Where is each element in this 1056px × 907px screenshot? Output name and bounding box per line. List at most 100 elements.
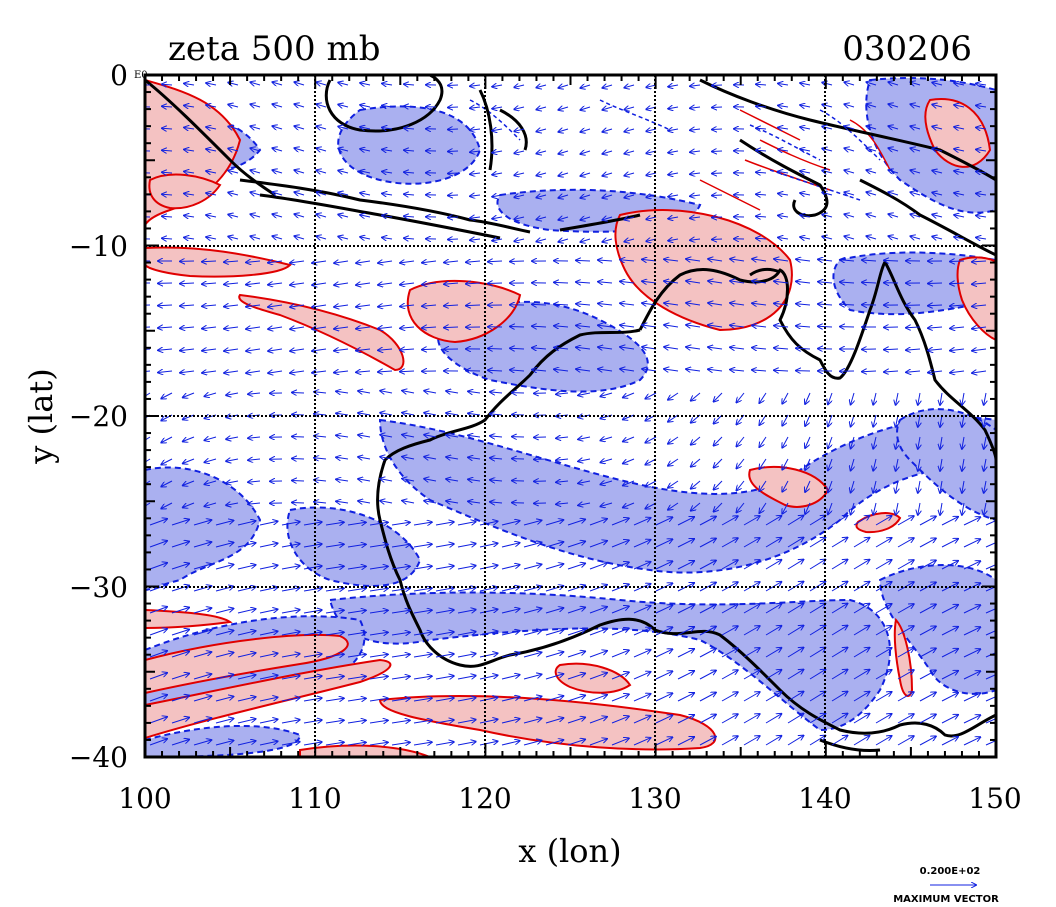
wind-vector (853, 604, 869, 614)
wind-vectors (145, 82, 996, 746)
wind-vector (690, 151, 701, 152)
wind-vector (479, 565, 498, 570)
wind-vector (336, 391, 349, 393)
wind-vector (237, 543, 256, 548)
wind-vector (224, 261, 239, 262)
wind-vector (446, 501, 459, 503)
wind-vector (714, 458, 723, 468)
wind-vector (250, 126, 261, 129)
wind-vector (490, 414, 503, 415)
wind-vector (514, 85, 525, 87)
wind-vector (765, 736, 781, 746)
wind-vector (919, 714, 936, 724)
wind-vector (532, 304, 547, 305)
wind-vector (752, 370, 767, 371)
wind-vector (558, 151, 569, 154)
wind-vector (787, 692, 803, 702)
wind-vector (853, 670, 869, 680)
wind-vector (774, 370, 789, 371)
wind-vector (158, 371, 173, 373)
wind-vector (180, 283, 195, 284)
wind-vector (611, 628, 629, 636)
wind-vector (303, 566, 322, 569)
wind-vector (589, 673, 607, 680)
wind-vector (422, 305, 437, 306)
wind-vector (765, 604, 781, 614)
wind-vector (268, 305, 283, 307)
wind-vector (668, 392, 679, 400)
wind-vector (171, 696, 189, 702)
wind-vector (558, 85, 569, 88)
wind-vector (479, 719, 498, 724)
wind-vector (941, 539, 958, 548)
wind-vector (145, 436, 151, 444)
wind-vector (884, 349, 899, 350)
wind-vector (490, 480, 503, 481)
neg-region-se (878, 564, 996, 695)
wind-vector (501, 543, 520, 548)
y-axis-label: y (lat) (22, 368, 60, 464)
wind-vector (510, 327, 525, 328)
wind-vector (336, 435, 349, 437)
wind-vector (844, 148, 855, 151)
wind-vector (602, 85, 613, 88)
wind-vector (237, 697, 256, 702)
wind-vector (369, 610, 388, 613)
wind-vector (259, 741, 278, 746)
wind-vector (932, 215, 943, 218)
wind-vector (774, 281, 789, 283)
wind-vector (655, 737, 672, 746)
wind-vector (851, 458, 854, 471)
wind-vector (844, 126, 855, 129)
wind-vector (193, 564, 211, 570)
wind-vector (853, 736, 869, 746)
wind-vector (602, 217, 613, 220)
wind-vector (226, 415, 239, 417)
wind-vector (963, 605, 980, 614)
wind-vector (149, 695, 167, 702)
wind-vector (336, 479, 349, 481)
wind-vector (752, 325, 767, 327)
wind-vector (884, 260, 899, 261)
wind-vector (932, 237, 943, 240)
wind-vector (457, 654, 476, 658)
wind-vector (896, 392, 898, 405)
wind-vector (866, 82, 877, 85)
wind-vector (402, 457, 415, 459)
wind-vector (457, 632, 476, 636)
wind-vector (759, 480, 767, 491)
wind-vector (589, 519, 607, 526)
wind-vector (404, 84, 415, 85)
wind-vector (759, 502, 767, 513)
wind-vector (292, 415, 305, 416)
wind-vector (932, 127, 943, 130)
wind-vector (316, 192, 327, 195)
wind-vector (984, 480, 986, 493)
wind-vector (985, 564, 996, 570)
wind-vector (851, 480, 854, 493)
wind-vector (215, 675, 233, 680)
wind-vector (444, 327, 459, 328)
wind-vector (338, 171, 349, 174)
wind-vector (228, 171, 239, 174)
wind-vector (580, 85, 591, 88)
wind-vector (714, 392, 723, 402)
wind-vector (314, 502, 327, 503)
wind-vector (862, 260, 877, 261)
wind-vector (246, 305, 261, 307)
wind-vector (910, 170, 921, 173)
wind-vector (316, 214, 327, 217)
wind-vector (532, 348, 547, 349)
wind-vector (589, 651, 607, 658)
wind-vector (536, 129, 547, 132)
wind-vector (272, 214, 283, 217)
wind-vector (369, 566, 388, 569)
wind-vector (400, 327, 415, 328)
wind-vector (805, 480, 811, 492)
wind-vector (668, 129, 679, 131)
wind-vector (237, 719, 256, 724)
wind-vector (918, 414, 920, 427)
coast-cape-york (749, 267, 781, 277)
wind-vector (611, 650, 629, 658)
wind-vector (677, 561, 694, 570)
